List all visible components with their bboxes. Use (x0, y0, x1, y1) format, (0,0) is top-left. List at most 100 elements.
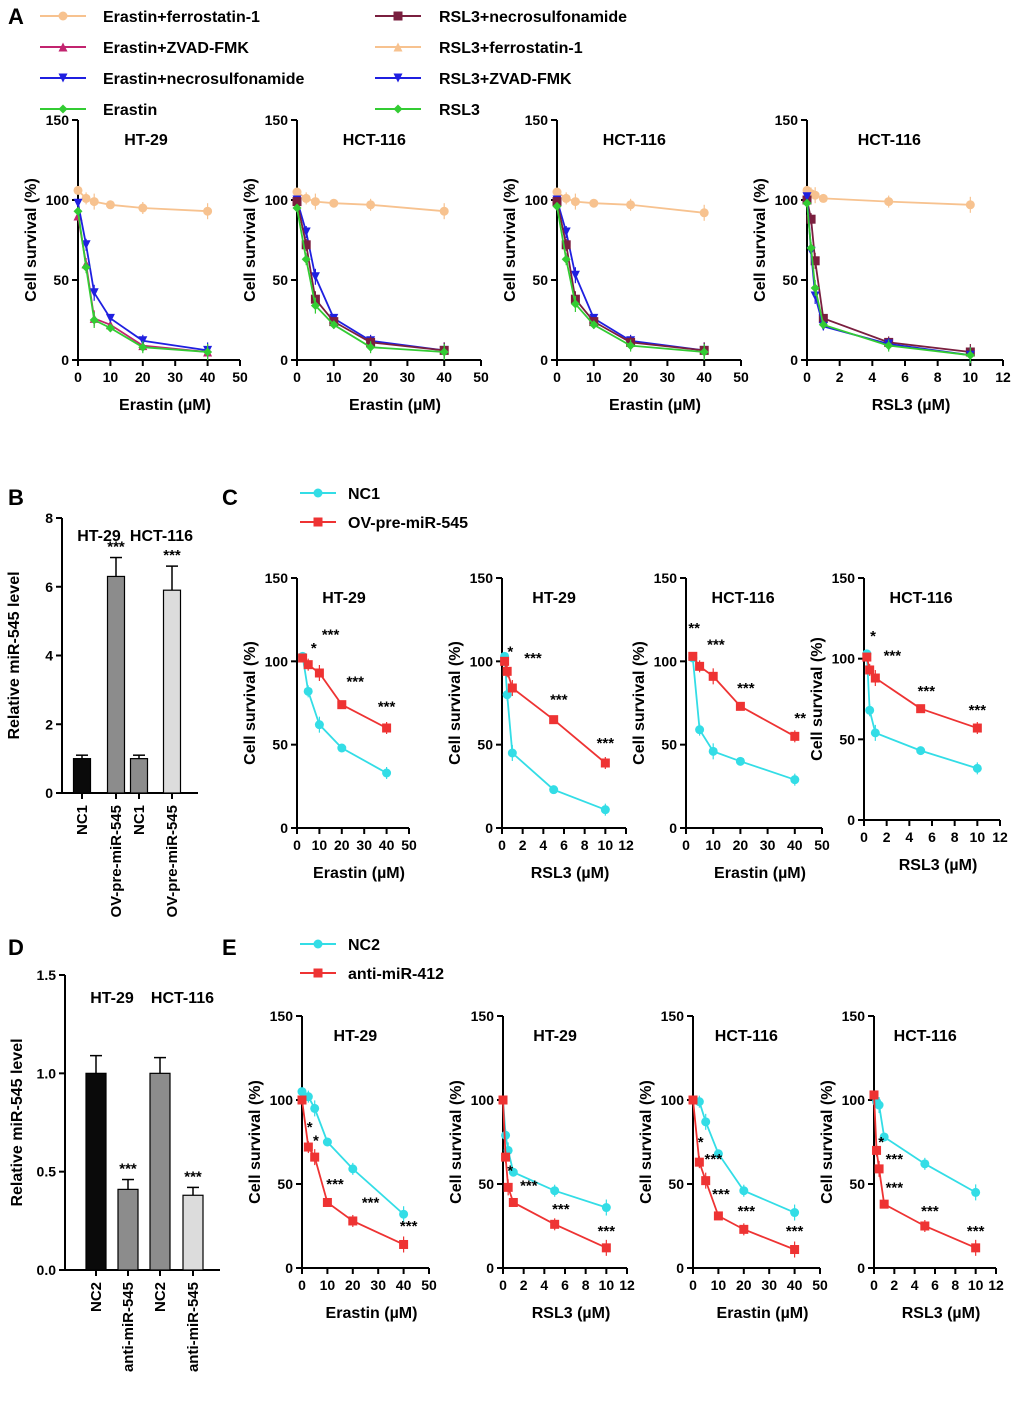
data-point (874, 1164, 884, 1174)
bar (149, 1072, 171, 1271)
x-tick-label: 50 (401, 837, 417, 853)
data-point (735, 756, 745, 766)
legend-label: Erastin (103, 102, 157, 119)
y-tick-label: 50 (661, 737, 677, 753)
x-tick-label: 4 (911, 1277, 919, 1293)
x-tick-label: 20 (623, 369, 639, 385)
x-tick-label: 10 (103, 369, 119, 385)
y-tick-label: 150 (470, 570, 494, 586)
data-point (138, 336, 148, 346)
category-label: NC1 (74, 805, 91, 835)
data-point (561, 193, 571, 203)
x-tick-label: 0 (553, 369, 561, 385)
series-line (301, 1099, 404, 1246)
x-axis-label: RSL3 (µM) (532, 1305, 611, 1322)
y-tick-label: 0.0 (37, 1262, 57, 1278)
data-point (498, 1095, 508, 1105)
legend-label: Erastin+necrosulfonamide (103, 71, 304, 88)
x-tick-label: 10 (963, 369, 979, 385)
x-tick-label: 50 (473, 369, 489, 385)
y-tick-label: 50 (477, 737, 493, 753)
x-tick-label: 12 (619, 1277, 635, 1293)
data-point (314, 668, 324, 678)
legend-marker (58, 11, 68, 21)
significance-label: *** (921, 1203, 939, 1220)
y-axis-label: Relative miR-545 level (6, 571, 23, 739)
data-point (916, 746, 926, 756)
data-point (869, 1090, 879, 1100)
significance-label: ** (794, 710, 806, 727)
x-tick-label: 8 (582, 1277, 590, 1293)
data-point (138, 342, 148, 352)
legend-marker (393, 73, 403, 83)
y-tick-label: 2 (45, 716, 53, 732)
category-label: NC2 (152, 1282, 169, 1312)
data-point (561, 227, 571, 237)
data-point (701, 1117, 711, 1127)
x-tick-label: 6 (928, 829, 936, 845)
significance-label: * (307, 1119, 313, 1136)
x-tick-label: 10 (968, 1277, 984, 1293)
significance-label: *** (326, 1176, 344, 1193)
data-point (872, 1145, 882, 1155)
data-point (549, 785, 559, 795)
data-point (695, 725, 705, 735)
x-tick-label: 4 (905, 829, 913, 845)
data-point (971, 1187, 981, 1197)
y-axis-label: Cell survival (%) (752, 178, 769, 302)
x-tick-label: 30 (356, 837, 372, 853)
data-point (348, 1216, 358, 1226)
significance-label: *** (322, 627, 340, 644)
y-tick-label: 100 (270, 1092, 294, 1108)
x-tick-label: 10 (970, 829, 986, 845)
data-point (310, 1152, 320, 1162)
x-tick-label: 10 (705, 837, 721, 853)
y-tick-label: 50 (272, 737, 288, 753)
chart-title: HCT-116 (890, 590, 953, 607)
y-tick-label: 100 (842, 1092, 866, 1108)
x-tick-label: 30 (400, 369, 416, 385)
x-axis-label: Erastin (µM) (119, 397, 211, 414)
y-axis-label: Cell survival (%) (23, 178, 40, 302)
x-tick-label: 20 (345, 1277, 361, 1293)
data-point (501, 1130, 511, 1140)
y-tick-label: 50 (668, 1176, 684, 1192)
significance-label: *** (737, 680, 755, 697)
chart-title: HT-29 (124, 132, 168, 149)
legend-label: RSL3+ferrostatin-1 (439, 40, 583, 57)
significance-label: * (507, 1163, 513, 1180)
bar (117, 1188, 139, 1271)
x-tick-label: 0 (74, 369, 82, 385)
data-point (507, 748, 517, 758)
x-tick-label: 12 (995, 369, 1011, 385)
x-tick-label: 30 (370, 1277, 386, 1293)
chart-title: HT-29 (334, 1028, 378, 1045)
data-point (73, 185, 83, 195)
chart-title: HCT-116 (343, 132, 406, 149)
data-point (626, 200, 636, 210)
data-point (552, 187, 562, 197)
significance-label: *** (712, 1186, 730, 1203)
data-point (570, 270, 580, 280)
data-point (810, 256, 820, 266)
data-point (329, 320, 339, 330)
y-tick-label: 100 (265, 192, 289, 208)
chart-a3: 0 50 100 150 0 10 20 30 40 50 Erastin (µM) Cell sur… (502, 112, 749, 414)
x-tick-label: 40 (696, 369, 712, 385)
legend-marker (58, 42, 68, 52)
data-point (501, 1152, 511, 1162)
legend-label: Erastin+ferrostatin-1 (103, 9, 260, 26)
series-line (77, 203, 208, 352)
chart-title: HCT-116 (858, 132, 921, 149)
data-point (366, 200, 376, 210)
y-tick-label: 150 (661, 1008, 685, 1024)
significance-label: *** (378, 698, 396, 715)
x-tick-label: 2 (836, 369, 844, 385)
category-label: anti-miR-545 (185, 1282, 202, 1372)
significance-label: *** (786, 1223, 804, 1240)
x-tick-label: 0 (293, 369, 301, 385)
x-tick-label: 10 (711, 1277, 727, 1293)
data-point (508, 1167, 518, 1177)
